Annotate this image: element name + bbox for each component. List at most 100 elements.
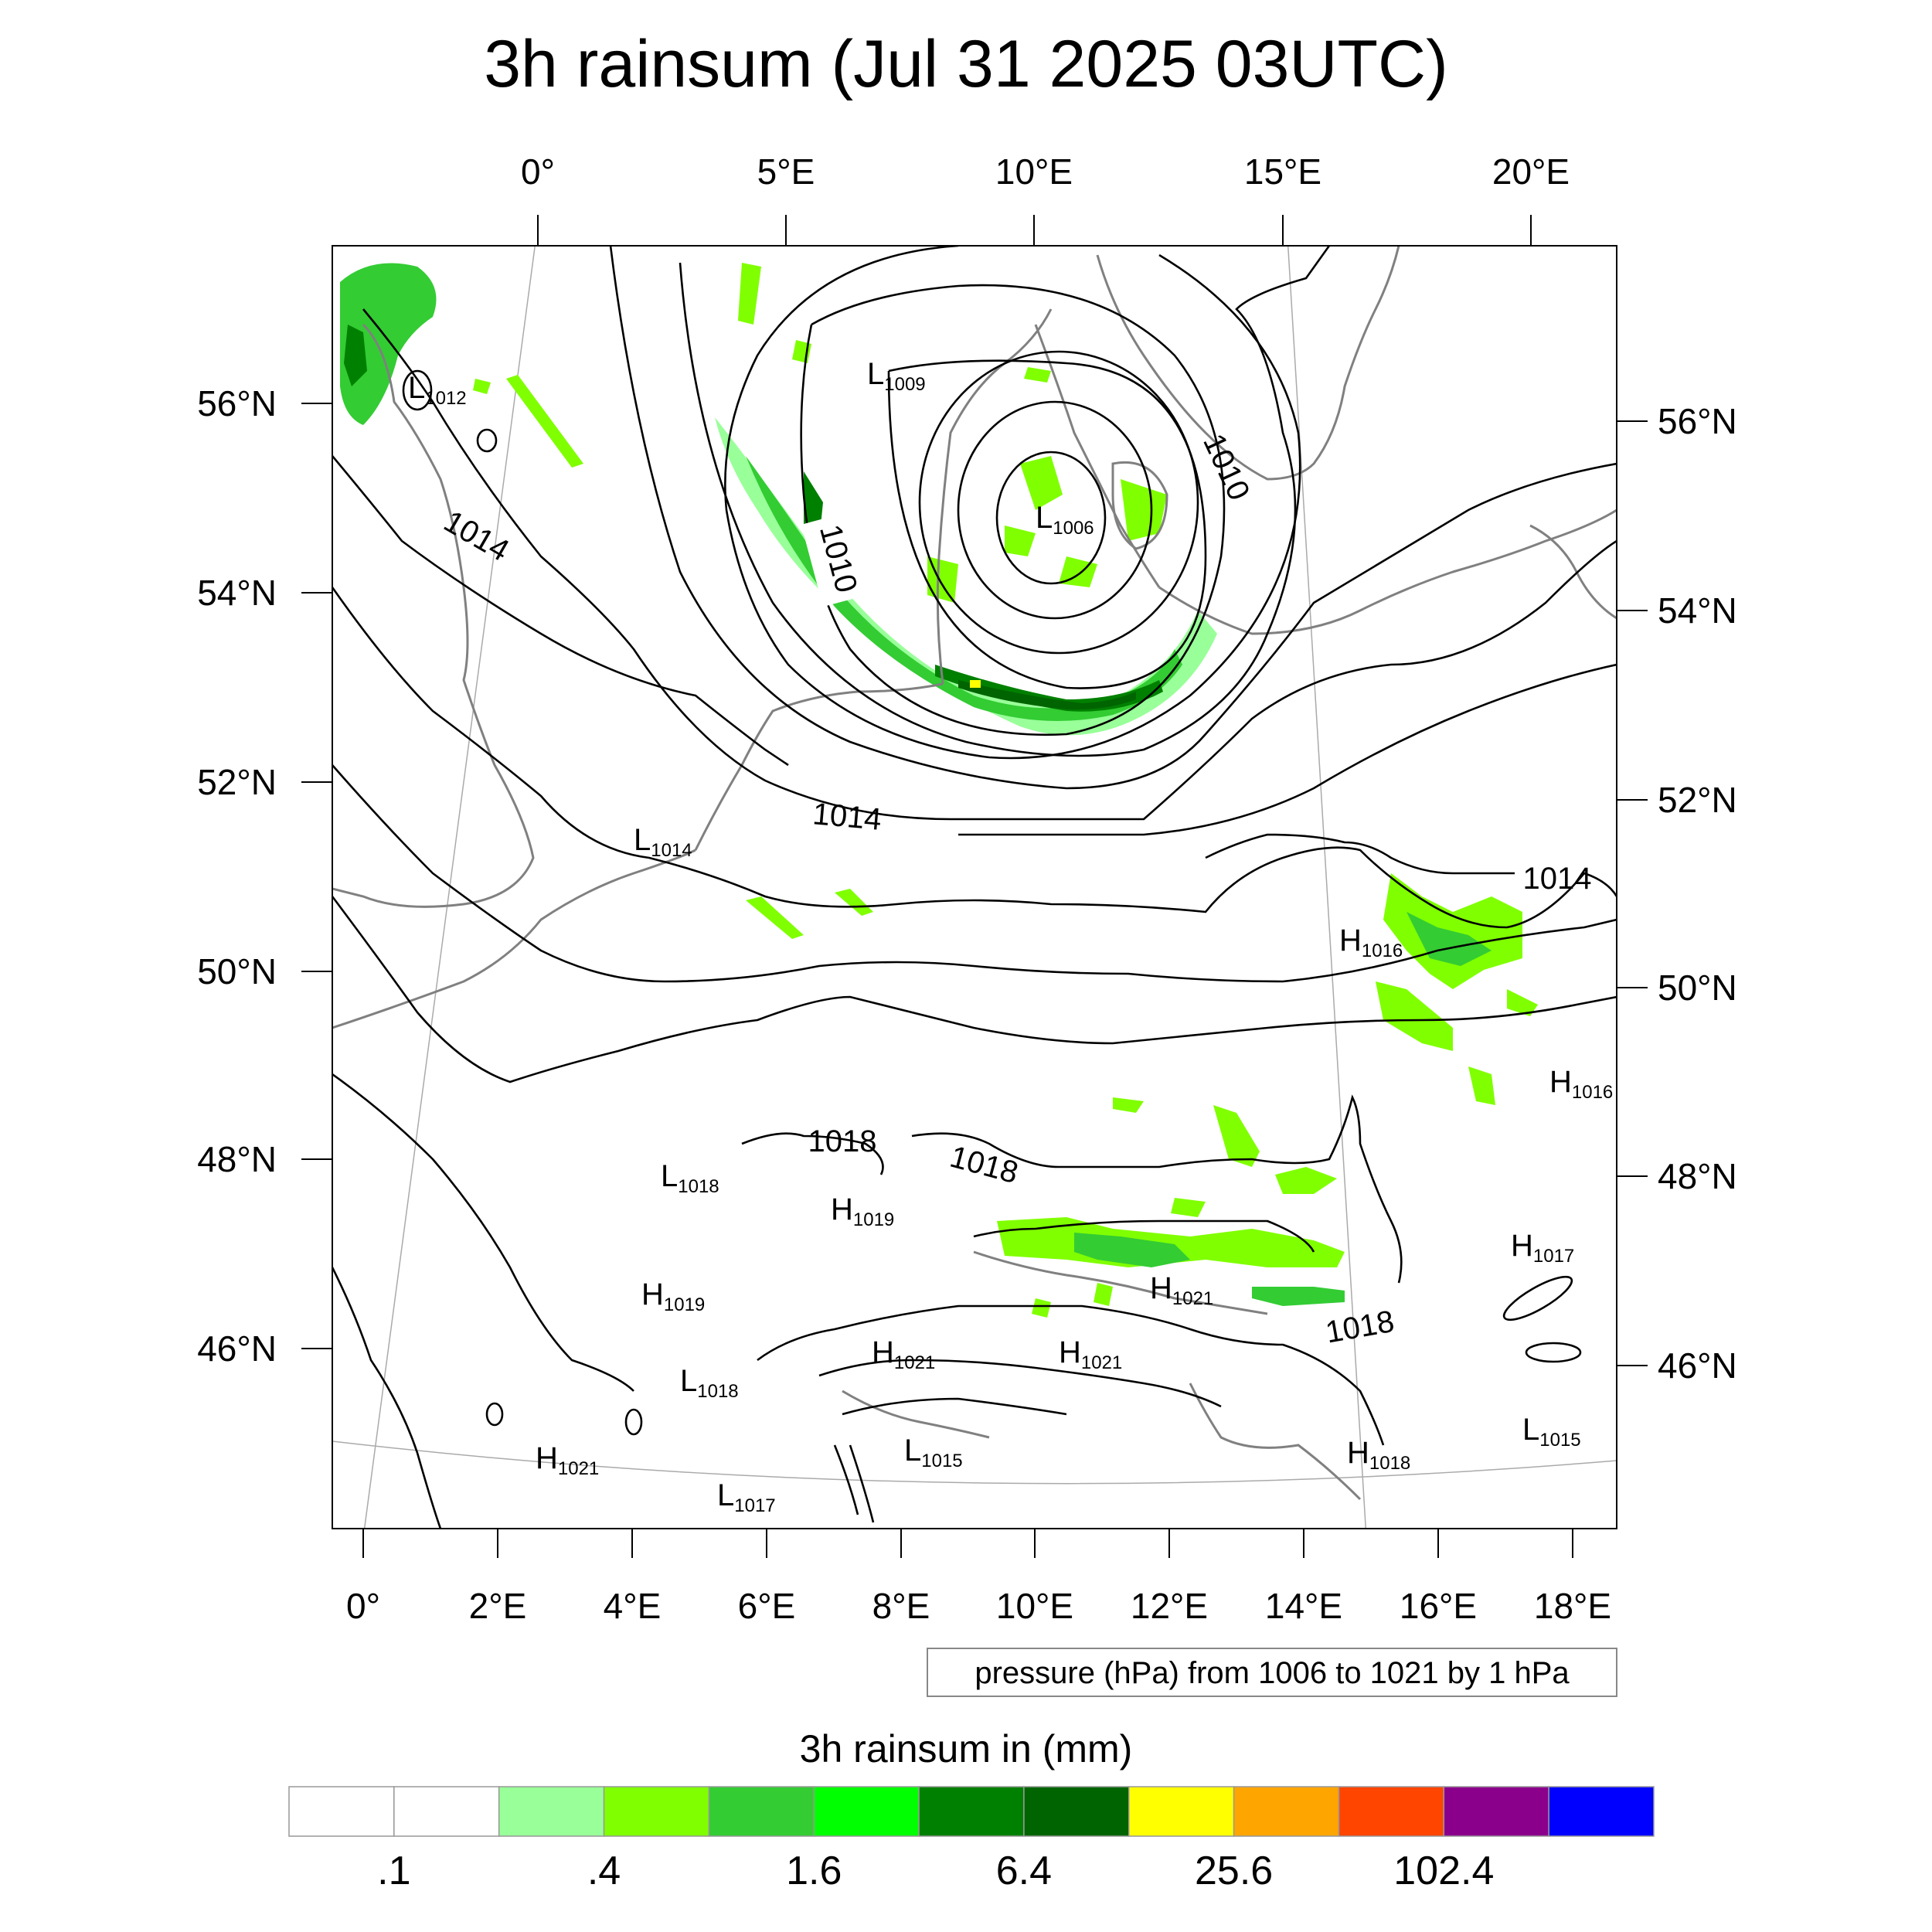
precip-scotland-dark <box>344 325 367 386</box>
lat-label-left: 48°N <box>197 1139 277 1179</box>
isobar-1019 <box>332 1073 1315 1392</box>
precip-core-scattered <box>927 456 1167 603</box>
colorbar-title: 3h rainsum in (mm) <box>800 1727 1133 1770</box>
colorbar-swatch <box>1023 1786 1130 1837</box>
contour-label: 1014 <box>1523 862 1592 896</box>
lon-label-bottom: 16°E <box>1400 1586 1477 1626</box>
isobar-1014-east <box>1205 833 1515 875</box>
isobar-small-l1012 <box>402 369 433 411</box>
lon-label-bottom: 6°E <box>738 1586 796 1626</box>
lon-label-top: 0° <box>521 151 555 192</box>
colorbar-tick-label: 1.6 <box>786 1849 842 1893</box>
isobar-1016 <box>332 587 1617 929</box>
colorbar-swatch <box>1128 1786 1235 1837</box>
pressure-center: H1019 <box>641 1277 705 1315</box>
pressure-center: L1017 <box>717 1478 776 1516</box>
isobar-1007 <box>957 400 1153 620</box>
coast-benelux <box>694 682 944 851</box>
coast-france-north <box>332 849 696 1029</box>
info-box-frame <box>927 1648 1617 1697</box>
lat-label-right: 54°N <box>1658 590 1737 631</box>
lon-label-bottom: 0° <box>346 1586 380 1626</box>
colorbar-tick-label: .1 <box>377 1849 410 1893</box>
coast-adriatic <box>1189 1383 1362 1501</box>
coastlines <box>332 246 1617 1501</box>
lat-label-left: 56°N <box>197 383 277 423</box>
lon-label-top: 20°E <box>1492 151 1570 192</box>
isobar-1011 <box>724 246 1301 760</box>
precip-east-scattered <box>1376 981 1538 1105</box>
pressure-center: L1009 <box>867 357 926 395</box>
precip-north-sea-streak <box>473 375 583 468</box>
pressure-center: H1021 <box>1150 1271 1213 1309</box>
lon-label-bottom: 2°E <box>469 1586 527 1626</box>
lon-label-bottom: 10°E <box>996 1586 1073 1626</box>
isobar-small-east <box>1525 1342 1582 1363</box>
colorbar-swatch <box>1548 1786 1655 1837</box>
graticule-parallel-45n <box>332 1440 1617 1485</box>
coast-denmark-west <box>936 308 1053 685</box>
lon-label-top: 15°E <box>1244 151 1321 192</box>
coast-britain-east <box>332 323 535 908</box>
lon-label-top: 5°E <box>757 151 815 192</box>
colorbar-tick-label: .4 <box>587 1849 621 1893</box>
colorbar-swatch <box>1338 1786 1445 1837</box>
figure-title: 3h rainsum (Jul 31 2025 03UTC) <box>484 27 1448 101</box>
lat-label-right: 56°N <box>1658 401 1737 441</box>
pressure-center: L1015 <box>1522 1413 1581 1451</box>
isobar-1017 <box>332 764 1617 983</box>
lat-label-left: 54°N <box>197 573 277 613</box>
lon-label-bottom: 12°E <box>1131 1586 1208 1626</box>
colorbar-tick-label: 25.6 <box>1195 1849 1273 1893</box>
colorbar-swatches <box>288 1786 1655 1837</box>
precip-south-band-medium <box>1074 1233 1345 1306</box>
colorbar-swatch <box>288 1786 395 1837</box>
lat-label-left: 46°N <box>197 1328 277 1369</box>
map-background <box>332 246 1617 1529</box>
precip-band-peak <box>970 680 981 688</box>
colorbar-swatch <box>603 1786 710 1837</box>
colorbar-tick-labels: .1 .4 1.6 6.4 25.6 102.4 <box>377 1849 1494 1893</box>
colorbar-swatch <box>393 1786 500 1837</box>
lon-label-bottom: 4°E <box>604 1586 662 1626</box>
isobar-1012 <box>679 246 1331 757</box>
pressure-center: H1019 <box>831 1192 894 1230</box>
pressure-center: H1016 <box>1339 923 1403 961</box>
right-latitude-labels: 56°N 54°N 52°N 50°N 48°N 46°N <box>1658 401 1737 1386</box>
pressure-center: L1012 <box>408 371 467 409</box>
precip-band-darkest <box>958 680 1136 710</box>
graticule-meridian-0 <box>363 246 536 1529</box>
pressure-center: L1014 <box>634 823 692 861</box>
lat-label-right: 50°N <box>1658 968 1737 1008</box>
contour-label: 1014 <box>811 797 883 837</box>
pressure-center: H1016 <box>1549 1065 1613 1103</box>
isobar-1009 <box>887 359 1207 689</box>
isobar-1020 <box>332 1267 1385 1529</box>
lon-label-bottom: 18°E <box>1534 1586 1611 1626</box>
lat-label-left: 52°N <box>197 762 277 802</box>
isobar-1018-b <box>741 1094 1403 1284</box>
isobar-1008 <box>918 350 1199 655</box>
coast-zealand <box>1111 461 1168 550</box>
map-frame <box>332 245 1617 1529</box>
colorbar: 3h rainsum in (mm) .1 .4 1.6 6.4 25.6 102.4 <box>288 1727 1655 1893</box>
info-box-text: pressure (hPa) from 1006 to 1021 by 1 hP… <box>975 1656 1570 1690</box>
pressure-center: L1018 <box>661 1159 719 1197</box>
pressure-center: L1015 <box>904 1434 963 1471</box>
contour-label-bg <box>801 513 864 607</box>
lat-label-left: 50°N <box>197 951 277 992</box>
contour-info-box: pressure (hPa) from 1006 to 1021 by 1 hP… <box>927 1648 1617 1697</box>
colorbar-tick-label: 102.4 <box>1393 1849 1494 1893</box>
map-panel: 1014 1010 1010 1014 1014 1018 1018 1018 … <box>197 151 1737 1626</box>
isobar-1013 <box>609 246 1617 790</box>
colorbar-swatch <box>1443 1786 1549 1837</box>
colorbar-swatch <box>1233 1786 1340 1837</box>
top-longitude-labels: 0° 5°E 10°E 15°E 20°E <box>521 151 1570 192</box>
border-alps <box>973 1250 1268 1315</box>
pressure-center: H1021 <box>536 1441 599 1479</box>
coast-ligurian <box>842 1389 990 1439</box>
left-latitude-labels: 56°N 54°N 52°N 50°N 48°N 46°N <box>197 383 277 1369</box>
isobar-small-h1017 <box>1502 1275 1573 1321</box>
pressure-centers: L1012 L1009 L1006 L1014 H1016 H1016 L101… <box>408 357 1613 1516</box>
